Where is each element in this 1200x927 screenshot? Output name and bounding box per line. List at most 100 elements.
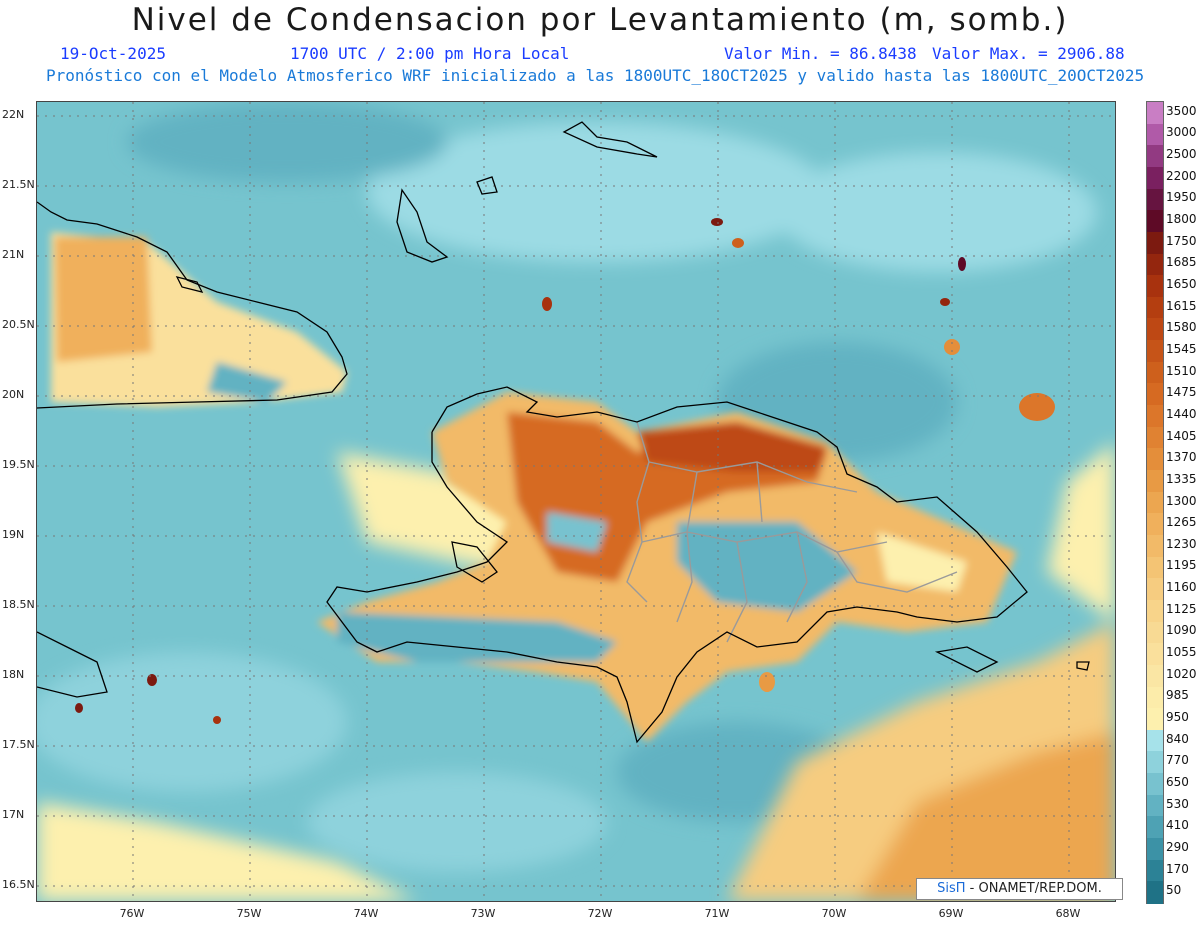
color-scale-bar (1146, 101, 1164, 904)
lat-label: 20N (2, 388, 25, 401)
color-scale-label: 1615 (1166, 298, 1197, 313)
color-scale-cell (1147, 231, 1163, 255)
cuba-warm-field (51, 232, 347, 407)
color-scale-label: 410 (1166, 818, 1189, 833)
color-scale-label: 950 (1166, 709, 1189, 724)
color-scale-label: 50 (1166, 883, 1182, 898)
color-scale-label: 650 (1166, 774, 1189, 789)
color-scale-cell (1147, 838, 1163, 861)
color-scale-cell (1147, 405, 1163, 428)
color-scale-cell (1147, 102, 1163, 125)
lat-label: 18.5N (2, 598, 35, 611)
color-scale-cell (1147, 686, 1163, 709)
lat-label: 17.5N (2, 738, 35, 751)
color-scale-cell (1147, 773, 1163, 796)
color-scale-cell (1147, 859, 1163, 882)
color-scale-label: 530 (1166, 796, 1189, 811)
color-scale-cell (1147, 664, 1163, 688)
sea-texture (37, 102, 1097, 872)
lon-label: 72W (587, 907, 613, 920)
hispaniola-warm-field (317, 392, 1017, 742)
credit-box: SisΠ - ONAMET/REP.DOM. (916, 878, 1123, 900)
lat-label: 21.5N (2, 178, 35, 191)
lat-label: 17N (2, 808, 25, 821)
color-scale-cell (1147, 426, 1163, 449)
lon-label: 76W (119, 907, 145, 920)
lat-label: 18N (2, 668, 25, 681)
color-scale-cell (1147, 491, 1163, 514)
color-scale-label: 1195 (1166, 558, 1197, 573)
color-scale-cell (1147, 318, 1163, 341)
color-scale-label: 2200 (1166, 168, 1197, 183)
lat-label: 19N (2, 528, 25, 541)
color-scale-cell (1147, 145, 1163, 168)
color-scale-label: 1335 (1166, 471, 1197, 486)
lat-label: 19.5N (2, 458, 35, 471)
min-value: Valor Min. = 86.8438 (724, 44, 917, 63)
color-scale-cell (1147, 643, 1163, 666)
color-scale-label: 170 (1166, 861, 1189, 876)
color-scale-label: 1405 (1166, 428, 1197, 443)
color-scale-label: 2500 (1166, 147, 1197, 162)
color-scale-cell (1147, 253, 1163, 276)
color-scale-cell (1147, 599, 1163, 623)
lon-label: 73W (470, 907, 496, 920)
credit-text: - ONAMET/REP.DOM. (965, 881, 1102, 896)
color-scale-label: 770 (1166, 753, 1189, 768)
color-scale-cell (1147, 448, 1163, 471)
lon-label: 71W (704, 907, 730, 920)
color-scale-label: 3000 (1166, 125, 1197, 140)
color-scale-cell (1147, 578, 1163, 601)
lat-label: 22N (2, 108, 25, 121)
color-scale-label: 1440 (1166, 406, 1197, 421)
map-title: Nivel de Condensacion por Levantamiento … (131, 2, 1069, 38)
color-scale-label: 1510 (1166, 363, 1197, 378)
color-scale-label: 290 (1166, 839, 1189, 854)
color-scale-cell (1147, 534, 1163, 558)
valid-date: 19-Oct-2025 (60, 44, 166, 63)
lon-label: 75W (236, 907, 262, 920)
color-scale-label: 1685 (1166, 255, 1197, 270)
color-scale-label: 1545 (1166, 341, 1197, 356)
model-info: Pronóstico con el Modelo Atmosferico WRF… (46, 66, 1145, 85)
color-scale-label: 1020 (1166, 666, 1197, 681)
color-scale-label: 1580 (1166, 320, 1197, 335)
color-scale-cell (1147, 729, 1163, 753)
lcl-field-map (37, 102, 1115, 901)
province-borders (626, 421, 958, 643)
lon-label: 70W (821, 907, 847, 920)
lon-label: 74W (353, 907, 379, 920)
color-scale-label: 1475 (1166, 385, 1197, 400)
color-scale-cell (1147, 166, 1163, 190)
color-scale-cell (1147, 210, 1163, 233)
color-scale-label: 1800 (1166, 212, 1197, 227)
color-scale-cell (1147, 123, 1163, 146)
color-scale-label: 1750 (1166, 233, 1197, 248)
lat-label: 16.5N (2, 878, 35, 891)
hot-spots (75, 218, 1055, 724)
color-scale-cell (1147, 556, 1163, 579)
color-scale-label: 1650 (1166, 277, 1197, 291)
color-scale-label: 3500 (1166, 103, 1197, 118)
lat-label: 21N (2, 248, 25, 261)
sispi-logo: SisΠ (937, 881, 966, 896)
valid-time: 1700 UTC / 2:00 pm Hora Local (290, 44, 570, 63)
color-scale-cell (1147, 340, 1163, 363)
color-scale-label: 1055 (1166, 645, 1197, 660)
color-scale-cell (1147, 275, 1163, 298)
color-scale-cell (1147, 621, 1163, 644)
color-scale-cell (1147, 188, 1163, 211)
lat-lon-grid (37, 102, 1115, 901)
color-scale-label: 1230 (1166, 536, 1197, 551)
color-scale-label: 985 (1166, 688, 1189, 703)
lon-label: 68W (1055, 907, 1081, 920)
lon-label: 69W (938, 907, 964, 920)
color-scale-label: 1090 (1166, 623, 1197, 638)
color-scale-cell (1147, 296, 1163, 320)
color-scale-cell (1147, 708, 1163, 731)
color-scale-cell (1147, 816, 1163, 839)
warm-sea-region (37, 442, 1115, 901)
color-scale-cell (1147, 881, 1163, 904)
color-scale-label: 1160 (1166, 580, 1197, 595)
coastlines (37, 121, 1090, 744)
